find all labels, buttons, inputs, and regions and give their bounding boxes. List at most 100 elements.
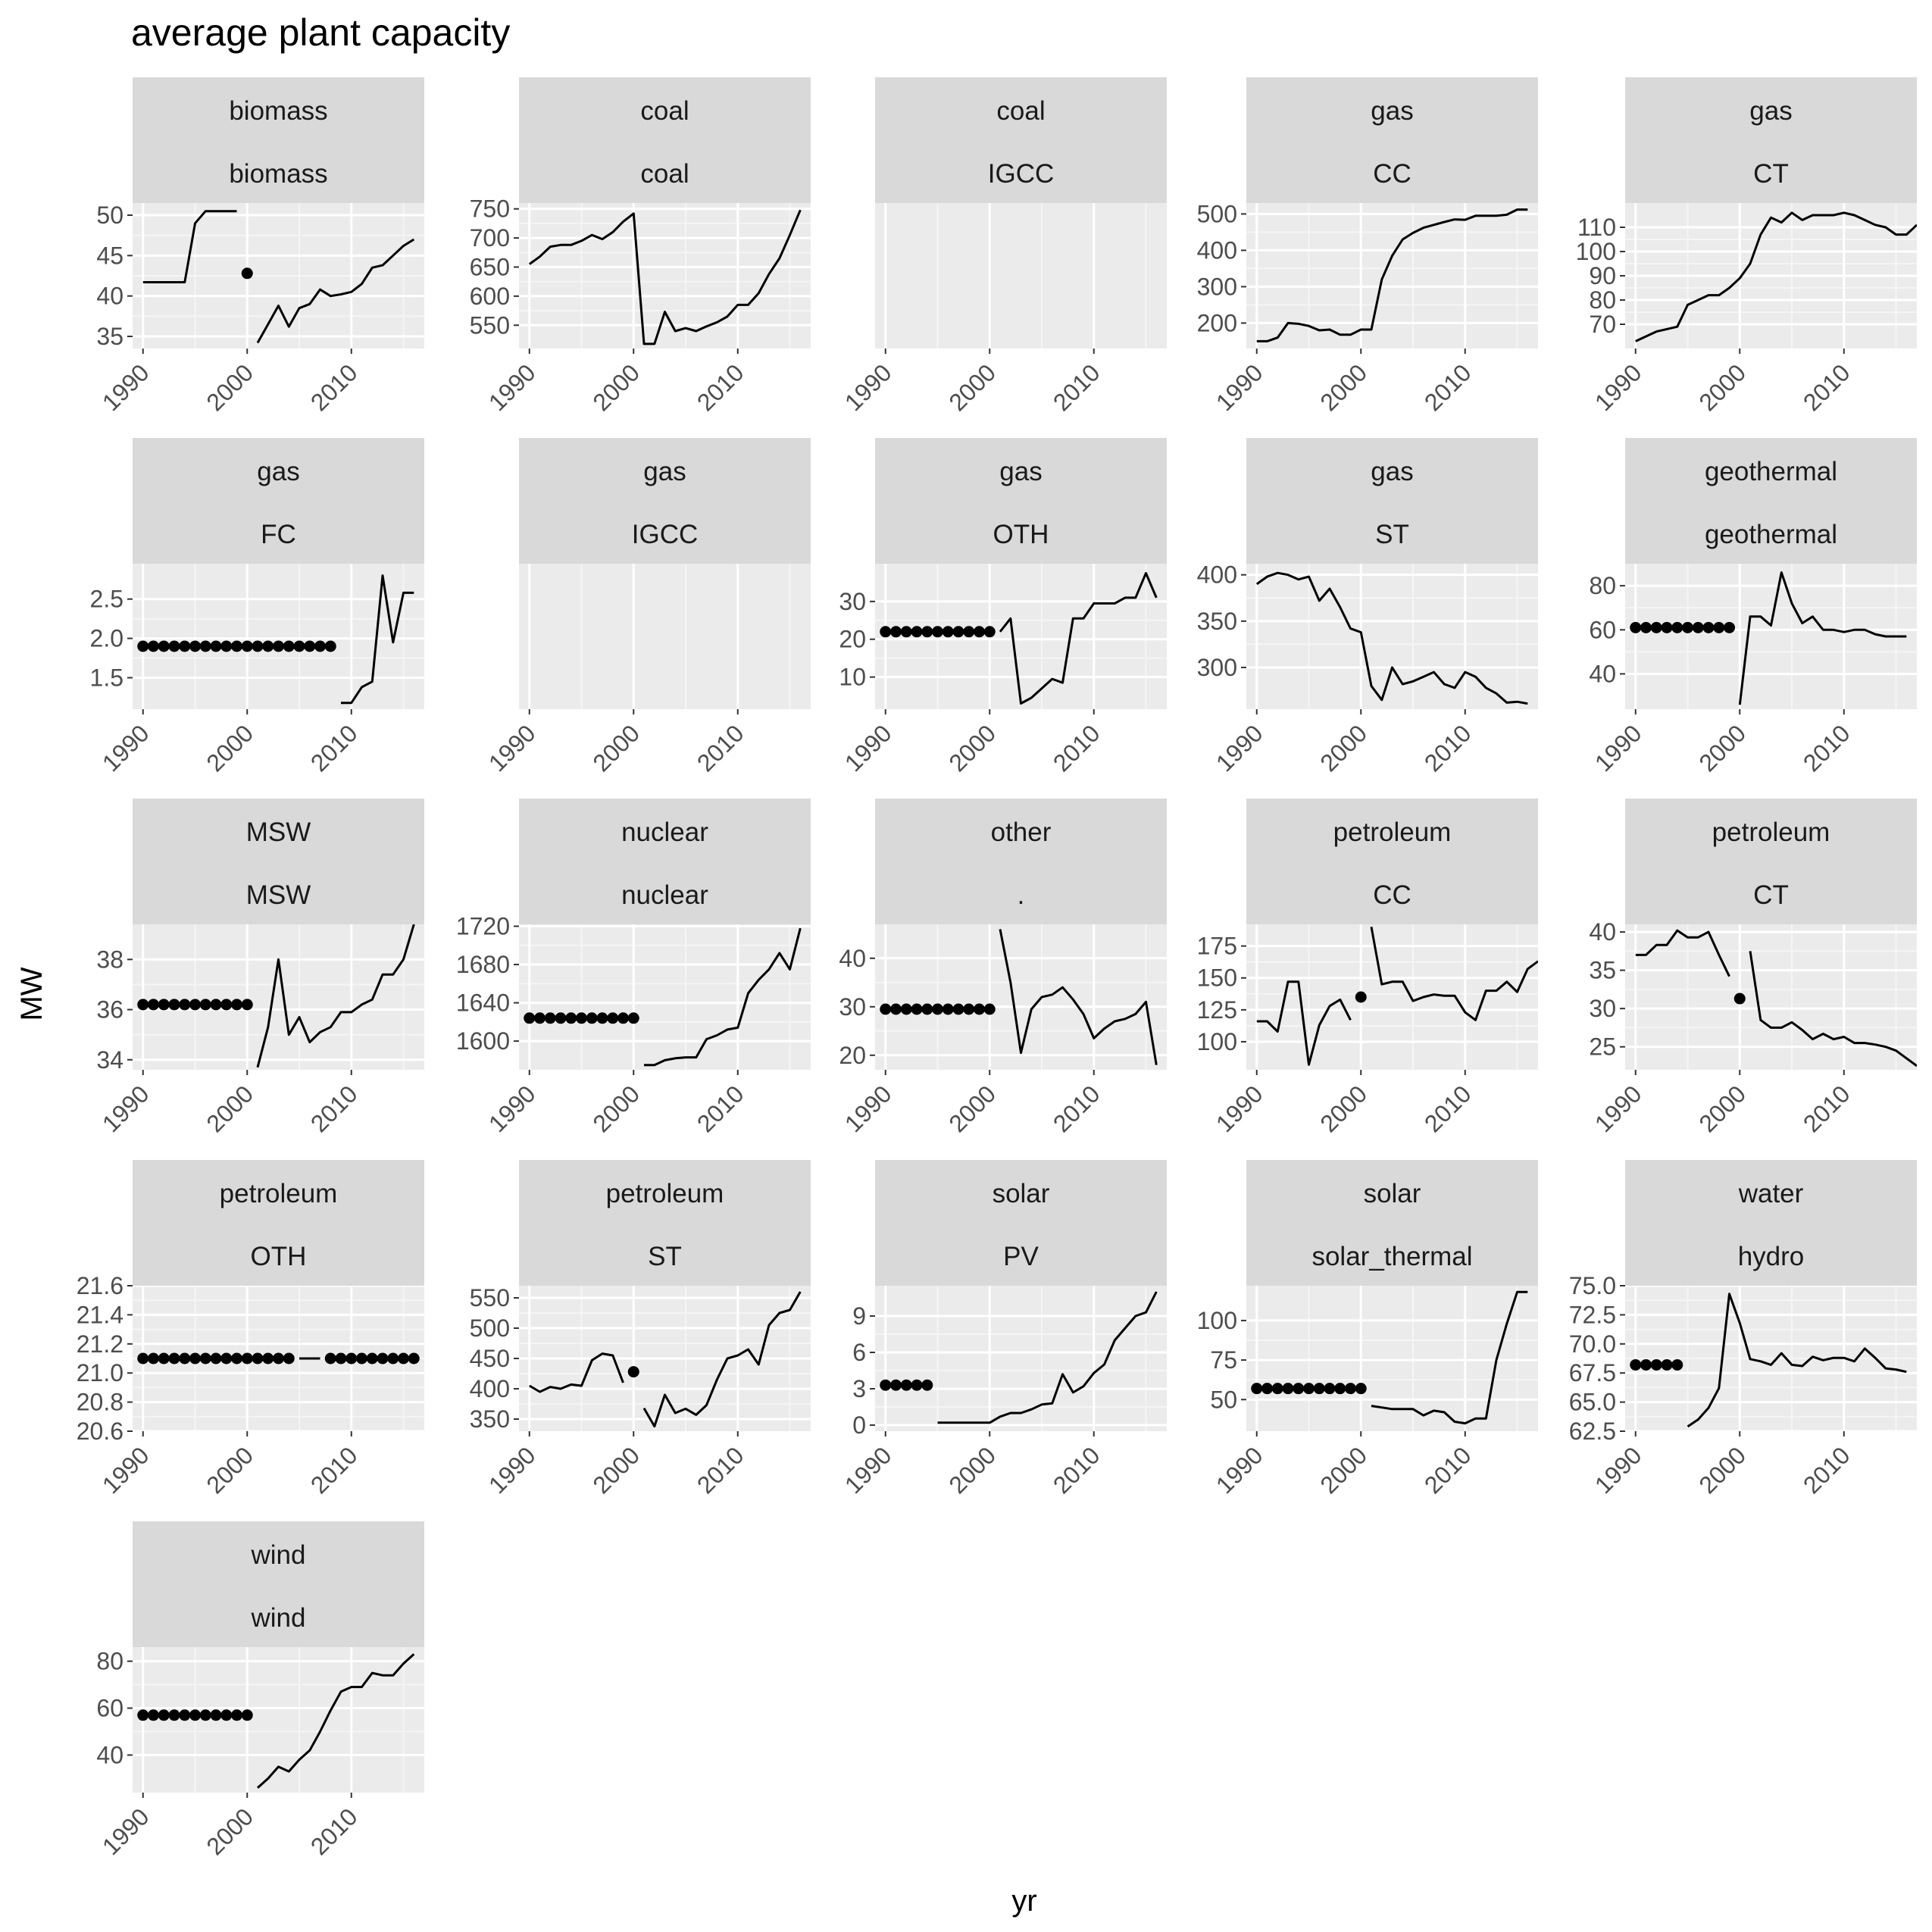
data-layer bbox=[137, 924, 415, 1068]
data-point bbox=[524, 1012, 536, 1024]
data-point bbox=[942, 1003, 954, 1015]
data-point bbox=[335, 1352, 347, 1365]
facet-panel: wind wind 40 60 80 1990 2000 2010 bbox=[96, 1521, 424, 1860]
data-point bbox=[241, 1709, 253, 1721]
y-tick-label: 30 bbox=[1589, 995, 1616, 1022]
data-layer bbox=[880, 572, 1158, 705]
y-tick-label: 500 bbox=[1197, 200, 1237, 227]
facet-strip-label: geothermal bbox=[1705, 457, 1837, 486]
facet-panel: petroleum CT 25 30 35 40 1990 2000 2010 bbox=[1589, 799, 1917, 1137]
facet-strip-label: CC bbox=[1373, 159, 1411, 189]
x-tick-label: 2000 bbox=[201, 358, 258, 416]
data-point bbox=[890, 626, 902, 638]
data-point bbox=[1733, 993, 1746, 1005]
plot-panel bbox=[1246, 203, 1538, 349]
facet-strip bbox=[133, 438, 424, 564]
data-point bbox=[921, 626, 933, 638]
x-tick-label: 2000 bbox=[1693, 1080, 1751, 1137]
gridlines bbox=[519, 1286, 811, 1431]
plot-panel bbox=[133, 924, 424, 1070]
data-point bbox=[544, 1012, 556, 1024]
facet-strip-label: CC bbox=[1373, 880, 1411, 910]
data-point bbox=[210, 999, 222, 1011]
data-point bbox=[607, 1012, 619, 1024]
facet-panel: other. 20 30 40 1990 2000 2010 bbox=[839, 799, 1167, 1137]
x-tick-label: 1990 bbox=[839, 358, 897, 416]
facet-strip-label: biomass bbox=[229, 96, 327, 126]
plot-panel bbox=[1625, 924, 1917, 1070]
data-point bbox=[911, 626, 923, 638]
data-point bbox=[921, 1003, 933, 1015]
facet-strip-label: coal bbox=[996, 96, 1045, 126]
gridlines bbox=[133, 564, 424, 709]
x-tick-label: 2000 bbox=[201, 1080, 258, 1137]
y-tick-label: 600 bbox=[470, 283, 510, 310]
facet-strip-label: nuclear bbox=[621, 818, 708, 847]
data-point bbox=[324, 1352, 336, 1365]
x-tick-label: 1990 bbox=[483, 358, 541, 416]
x-tick-label: 2000 bbox=[587, 1080, 645, 1137]
data-point bbox=[262, 1352, 274, 1365]
data-layer bbox=[137, 1653, 415, 1789]
y-tick-label: 750 bbox=[470, 195, 510, 223]
facet-strip-label: IGCC bbox=[632, 520, 699, 549]
gridlines bbox=[1246, 1286, 1538, 1431]
plot-panel bbox=[1246, 924, 1538, 1070]
data-layer bbox=[1251, 1290, 1528, 1425]
y-tick-label: 40 bbox=[96, 283, 123, 310]
data-point bbox=[974, 626, 985, 638]
facet-strip-label: petroleum bbox=[606, 1179, 724, 1208]
series-line bbox=[1371, 1290, 1528, 1425]
y-tick-label: 1720 bbox=[456, 913, 510, 940]
y-tick-label: 60 bbox=[96, 1695, 123, 1722]
y-tick-label: 6 bbox=[852, 1339, 866, 1366]
y-tick-label: 100 bbox=[1197, 1307, 1237, 1334]
y-tick-label: 200 bbox=[1197, 309, 1237, 336]
data-point bbox=[576, 1012, 587, 1024]
data-point bbox=[921, 1379, 933, 1391]
x-tick-label: 2000 bbox=[1315, 1441, 1372, 1499]
series-line bbox=[999, 572, 1158, 705]
data-point bbox=[158, 1709, 170, 1721]
data-point bbox=[1692, 621, 1704, 633]
data-point bbox=[220, 999, 233, 1011]
data-point bbox=[1324, 1383, 1336, 1395]
x-tick-label: 1990 bbox=[1590, 1441, 1647, 1499]
facet-strip-label: gas bbox=[999, 457, 1042, 486]
data-point bbox=[293, 640, 305, 652]
facet-panel: gas IGCC 1990 2000 2010 bbox=[483, 438, 811, 777]
data-point bbox=[880, 1379, 892, 1391]
gridlines bbox=[1246, 924, 1538, 1070]
facet-strip-label: biomass bbox=[229, 159, 327, 189]
y-tick-label: 40 bbox=[839, 945, 866, 972]
x-tick-label: 1990 bbox=[1590, 358, 1647, 416]
gridlines bbox=[1625, 1286, 1917, 1431]
y-tick-label: 67.5 bbox=[1569, 1359, 1616, 1386]
facet-strip-label: gas bbox=[257, 457, 299, 486]
data-point bbox=[1345, 1383, 1356, 1395]
y-tick-label: 21.6 bbox=[77, 1272, 123, 1299]
y-tick-label: 300 bbox=[1197, 273, 1237, 300]
facet-panel: petroleum CC 100 125 150 175 1990 2000 2010 bbox=[1197, 799, 1538, 1137]
data-point bbox=[627, 1366, 639, 1378]
data-point bbox=[1650, 621, 1662, 633]
data-point bbox=[1293, 1383, 1305, 1395]
x-tick-label: 2010 bbox=[692, 719, 749, 777]
y-tick-label: 20 bbox=[839, 626, 866, 653]
data-point bbox=[586, 1012, 598, 1024]
data-point bbox=[555, 1012, 567, 1024]
plot-panel bbox=[875, 564, 1167, 709]
data-point bbox=[1682, 621, 1693, 633]
facet-strip bbox=[133, 799, 424, 924]
x-tick-label: 2010 bbox=[1798, 1080, 1855, 1137]
y-tick-label: 350 bbox=[470, 1405, 510, 1433]
facet-strip bbox=[519, 799, 811, 924]
data-point bbox=[1271, 1383, 1283, 1395]
y-tick-label: 80 bbox=[1589, 286, 1616, 314]
facet-strip-label: petroleum bbox=[1712, 818, 1830, 847]
x-tick-label: 2000 bbox=[1315, 719, 1372, 777]
y-tick-label: 500 bbox=[470, 1315, 510, 1342]
facet-strip bbox=[1246, 77, 1538, 203]
facet-strip-label: wind bbox=[251, 1603, 306, 1633]
data-layer bbox=[529, 1291, 802, 1428]
